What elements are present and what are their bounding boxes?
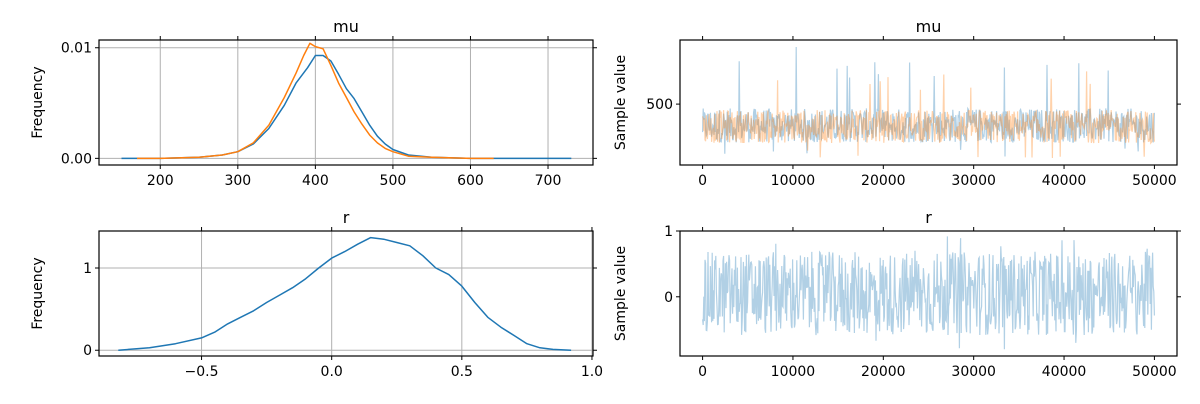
trace-chain-1-trace xyxy=(702,71,1155,159)
y-tick-label: 500 xyxy=(646,97,673,113)
x-tick-label: 0 xyxy=(698,364,707,380)
x-tick-label: 30000 xyxy=(951,364,996,380)
y-tick-label: 0 xyxy=(83,343,92,359)
y-axis-label: Frequency xyxy=(30,66,46,138)
subplot-2: 0 10000 20000 30000 40000 50000 500 mu Sample va… xyxy=(613,17,1181,189)
kde-line-chain-1 xyxy=(137,42,494,160)
subplot-1: 200 300 400 500 600 700 0.00 0.01 mu Frequency xyxy=(30,17,597,189)
kde-line-chain-0 xyxy=(118,236,572,351)
axes-frame xyxy=(679,39,1178,166)
subplot-title: mu xyxy=(916,17,942,36)
subplot-title: r xyxy=(925,208,932,227)
y-axis-label: Sample value xyxy=(613,55,629,150)
y-tick-label: 0 xyxy=(664,290,673,306)
trace-chain-0-trace xyxy=(702,236,1155,350)
x-tick-label: 400 xyxy=(302,173,329,189)
x-tick-label: 700 xyxy=(535,173,562,189)
plot-area xyxy=(121,42,572,160)
x-tick-label: 20000 xyxy=(861,173,906,189)
x-tick-label: 50000 xyxy=(1132,173,1177,189)
plot-area xyxy=(702,46,1155,159)
x-tick-label: 0.5 xyxy=(451,364,473,380)
y-axis-label: Frequency xyxy=(30,257,46,329)
x-tick-label: 30000 xyxy=(951,173,996,189)
x-tick-label: 500 xyxy=(380,173,407,189)
y-tick-label: 1 xyxy=(83,261,92,277)
x-tick-label: −0.5 xyxy=(185,364,219,380)
x-tick-label: 20000 xyxy=(861,364,906,380)
x-tick-label: 1.0 xyxy=(581,364,603,380)
plot-area xyxy=(118,236,572,351)
x-tick-label: 600 xyxy=(457,173,484,189)
x-tick-label: 40000 xyxy=(1042,173,1087,189)
kde-line-chain-0 xyxy=(121,54,572,160)
x-tick-label: 40000 xyxy=(1042,364,1087,380)
axes-frame xyxy=(679,230,1178,357)
x-tick-label: 0 xyxy=(698,173,707,189)
subplot-title: mu xyxy=(333,17,359,36)
subplot-4: 0 10000 20000 30000 40000 50000 0 1 r Sample valu… xyxy=(613,208,1181,380)
y-tick-label: 0.01 xyxy=(61,41,92,57)
subplot-3: −0.5 0.0 0.5 1.0 0 1 r Frequency xyxy=(30,208,603,380)
axes-frame xyxy=(98,39,594,166)
x-tick-label: 50000 xyxy=(1132,364,1177,380)
x-tick-label: 10000 xyxy=(771,364,816,380)
x-tick-label: 0.0 xyxy=(321,364,343,380)
y-tick-label: 0.00 xyxy=(61,151,92,167)
subplot-title: r xyxy=(343,208,350,227)
plot-area xyxy=(702,236,1155,350)
trace-chain-0-trace xyxy=(702,46,1155,157)
y-tick-label: 1 xyxy=(664,224,673,240)
x-tick-label: 10000 xyxy=(771,173,816,189)
axes-frame xyxy=(98,230,594,357)
y-axis-label: Sample value xyxy=(613,246,629,341)
x-tick-label: 300 xyxy=(224,173,251,189)
x-tick-label: 200 xyxy=(147,173,174,189)
